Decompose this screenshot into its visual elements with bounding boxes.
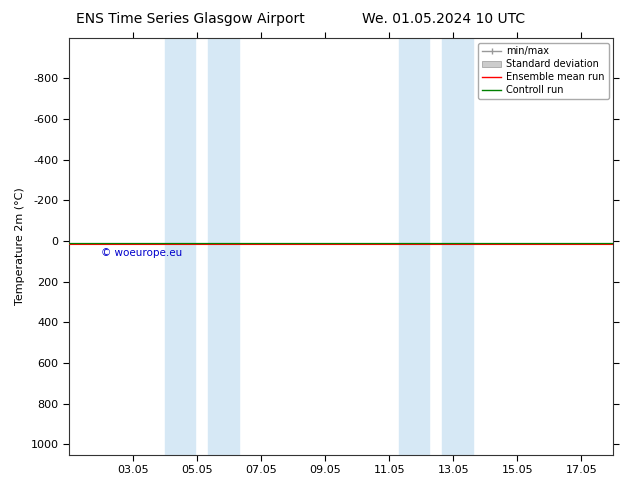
Bar [165, 38, 195, 455]
Text: ENS Time Series Glasgow Airport: ENS Time Series Glasgow Airport [76, 12, 304, 26]
Text: © woeurope.eu: © woeurope.eu [101, 248, 182, 258]
Bar [209, 38, 239, 455]
Bar [442, 38, 472, 455]
Legend: min/max, Standard deviation, Ensemble mean run, Controll run: min/max, Standard deviation, Ensemble me… [478, 43, 609, 99]
Text: We. 01.05.2024 10 UTC: We. 01.05.2024 10 UTC [362, 12, 526, 26]
Bar [399, 38, 429, 455]
Y-axis label: Temperature 2m (°C): Temperature 2m (°C) [15, 187, 25, 305]
